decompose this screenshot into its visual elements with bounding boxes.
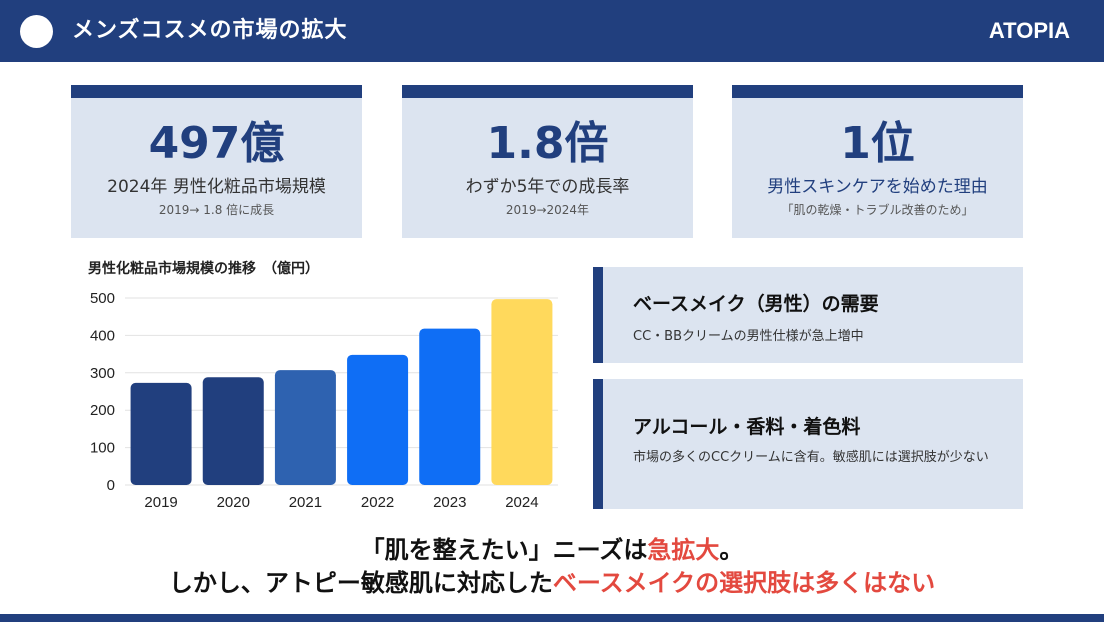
- bar: [274, 370, 336, 485]
- x-tick-label: 2024: [505, 494, 538, 511]
- conclusion-highlight: ベースメイクの選択肢は多くはない: [552, 569, 936, 597]
- stat-card-growth: 1.8倍 わずか5年での成長率 2019→2024年: [402, 85, 693, 238]
- header-bar: メンズコスメの市場の拡大 ATOPIA: [0, 0, 1104, 62]
- card-ingredients: アルコール・香料・着色料 市場の多くのCCクリームに含有。敏感肌には選択肢が少な…: [593, 379, 1023, 509]
- brand-name: ATOPIA: [988, 18, 1070, 43]
- stat-sub: 2019→2024年: [505, 203, 590, 217]
- stat-sub: 2019→ 1.8 倍に成長: [158, 203, 275, 217]
- y-tick-label: 400: [90, 327, 115, 344]
- stat-value: 1.8倍: [486, 118, 609, 169]
- card-description: 市場の多くのCCクリームに含有。敏感肌には選択肢が少ない: [633, 450, 989, 465]
- card-heading: アルコール・香料・着色料: [633, 416, 861, 438]
- bar: [491, 299, 553, 485]
- x-tick-label: 2023: [433, 494, 466, 511]
- x-tick-label: 2022: [361, 494, 394, 511]
- conclusion-text: しかし、アトピー敏感肌に対応した: [168, 569, 553, 597]
- conclusion-line-2: しかし、アトピー敏感肌に対応したベースメイクの選択肢は多くはない: [0, 563, 1104, 598]
- x-tick-label: 2019: [144, 494, 177, 511]
- conclusion-text: 。: [719, 536, 744, 564]
- y-tick-label: 300: [90, 365, 115, 382]
- bar-chart: 0 100 200 300 400 500 2019 2020 2021 2022 2023 2024: [90, 290, 558, 511]
- bar: [130, 382, 192, 485]
- y-tick-label: 200: [90, 402, 115, 419]
- bar: [419, 328, 481, 485]
- bar: [347, 354, 409, 485]
- stat-card-reason: 1位 男性スキンケアを始めた理由 「肌の乾燥・トラブル改善のため」: [732, 85, 1023, 238]
- card-description: CC・BBクリームの男性仕様が急上増中: [633, 329, 864, 344]
- card-heading: ベースメイク（男性）の需要: [633, 293, 879, 315]
- stat-label: 男性スキンケアを始めた理由: [767, 177, 988, 197]
- conclusion-text: 「肌を整えたい」ニーズは: [360, 536, 648, 564]
- bar: [202, 377, 264, 485]
- stat-value: 497億: [148, 118, 285, 169]
- y-tick-label: 0: [107, 477, 115, 494]
- stat-label: わずか5年での成長率: [465, 177, 630, 197]
- conclusion-highlight: 急拡大: [647, 536, 720, 564]
- stat-value: 1位: [840, 118, 915, 169]
- y-tick-label: 100: [90, 440, 115, 457]
- circle-logo-icon: [20, 15, 53, 48]
- footer-bar: [0, 614, 1104, 622]
- x-tick-label: 2021: [289, 494, 322, 511]
- conclusion-line-1: 「肌を整えたい」ニーズは急拡大。: [0, 530, 1104, 565]
- stat-label: 2024年 男性化粧品市場規模: [107, 177, 326, 197]
- x-tick-label: 2020: [217, 494, 250, 511]
- y-tick-label: 500: [90, 290, 115, 307]
- stat-card-market-size: 497億 2024年 男性化粧品市場規模 2019→ 1.8 倍に成長: [71, 85, 362, 238]
- stat-sub: 「肌の乾燥・トラブル改善のため」: [781, 203, 974, 217]
- chart-title: 男性化粧品市場規模の推移 （億円）: [88, 261, 319, 277]
- card-base-makeup-demand: ベースメイク（男性）の需要 CC・BBクリームの男性仕様が急上増中: [593, 267, 1023, 363]
- page-title: メンズコスメの市場の拡大: [72, 18, 348, 43]
